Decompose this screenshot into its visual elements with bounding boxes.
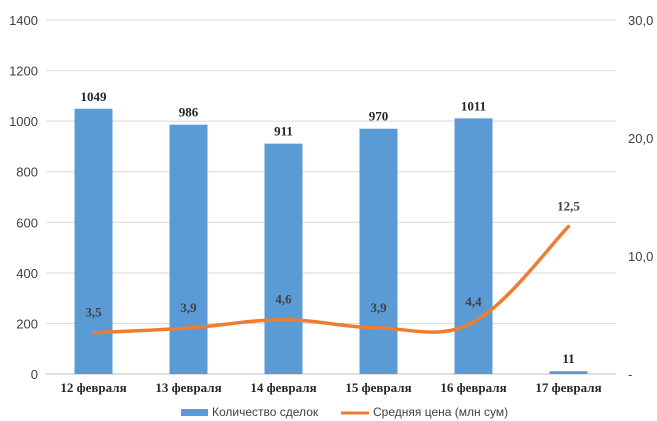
y-left-tick-label: 1000 bbox=[9, 114, 38, 129]
bar-value-label: 11 bbox=[562, 351, 574, 366]
line-series bbox=[91, 224, 571, 335]
y-left-tick-label: 200 bbox=[16, 316, 38, 331]
bar-series bbox=[74, 108, 588, 375]
bar bbox=[359, 128, 398, 374]
data-labels: 1049 986 911 970 1011 11 3,5 3,9 4,6 3,9 4,4 12,5 bbox=[81, 89, 581, 366]
line-value-label: 3,9 bbox=[180, 300, 197, 315]
bar bbox=[454, 118, 493, 375]
bar bbox=[264, 143, 303, 374]
y-left-tick-label: 600 bbox=[16, 215, 38, 230]
axis-ticks: 0 200 400 600 800 1000 1200 1400 - 10,0 20,0 30,0 12… bbox=[9, 13, 653, 395]
x-tick-label: 15 февраля bbox=[345, 380, 411, 395]
legend-label-bars: Количество сделок bbox=[212, 405, 319, 419]
y-right-tick-label: 30,0 bbox=[628, 13, 653, 28]
x-tick-label: 13 февраля bbox=[155, 380, 221, 395]
line-value-label: 4,4 bbox=[465, 294, 482, 309]
x-tick-label: 12 февраля bbox=[60, 380, 126, 395]
bar-value-label: 1049 bbox=[81, 89, 108, 104]
legend-label-line: Средняя цена (млн сум) bbox=[373, 405, 508, 419]
bar-value-label: 1011 bbox=[461, 98, 486, 113]
bar-value-label: 986 bbox=[179, 105, 199, 120]
bar-value-label: 911 bbox=[274, 124, 293, 139]
y-left-tick-label: 1400 bbox=[9, 13, 38, 28]
x-tick-label: 16 февраля bbox=[440, 380, 506, 395]
y-left-tick-label: 800 bbox=[16, 165, 38, 180]
price-line bbox=[91, 224, 571, 335]
gridlines bbox=[46, 19, 616, 375]
x-tick-label: 17 февраля bbox=[535, 380, 601, 395]
bar bbox=[549, 371, 588, 374]
y-right-tick-label: 10,0 bbox=[628, 249, 653, 264]
line-value-label: 3,5 bbox=[85, 305, 102, 320]
y-right-tick-label: - bbox=[628, 367, 632, 382]
line-value-label: 12,5 bbox=[557, 199, 580, 214]
y-left-tick-label: 1200 bbox=[9, 64, 38, 79]
bar bbox=[169, 124, 208, 374]
line-value-label: 3,9 bbox=[370, 300, 387, 315]
legend: Количество сделок Средняя цена (млн сум) bbox=[181, 405, 508, 419]
y-left-tick-label: 0 bbox=[31, 367, 38, 382]
y-right-tick-label: 20,0 bbox=[628, 131, 653, 146]
legend-swatch-bars bbox=[181, 409, 208, 416]
y-left-tick-label: 400 bbox=[16, 266, 38, 281]
line-value-label: 4,6 bbox=[275, 292, 292, 307]
bar bbox=[74, 108, 113, 374]
x-tick-label: 14 февраля bbox=[250, 380, 316, 395]
bar-value-label: 970 bbox=[369, 109, 389, 124]
